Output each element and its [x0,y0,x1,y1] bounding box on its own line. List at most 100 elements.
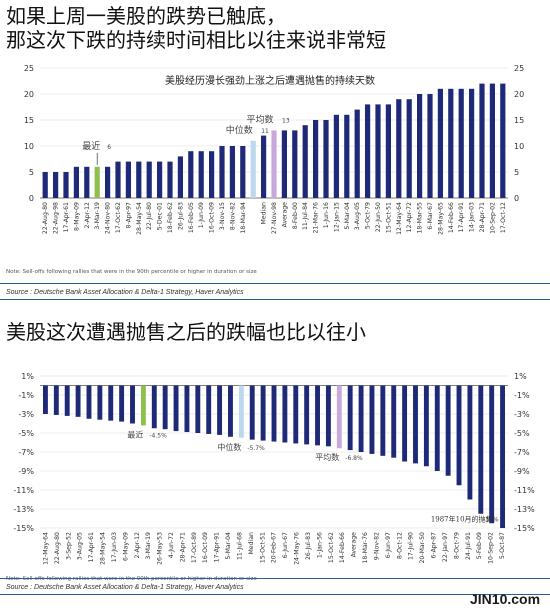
y-tick-label-right: -7% [514,448,530,457]
x-tick-label: 2-Apr-12 [134,532,141,559]
y-tick-label-left: -15% [13,524,34,533]
decline-chart: 1% 1% -1% -1% -3% -3% -5% -5% -7% -7% -9% -9% -11% -1… [0,366,550,598]
divider-line [0,283,550,284]
bar [292,130,298,198]
source-note: Source : Deutsche Bank Asset Allocation … [6,289,244,296]
bar [458,88,464,198]
bar [184,385,190,433]
x-tick-label: 17-Oct-89 [191,532,198,563]
x-tick-label: 21-Mar-76 [313,202,320,234]
bar [198,151,204,198]
bar [136,161,142,198]
x-tick-label: 10-Sep-02 [489,202,496,234]
bar [75,385,81,417]
x-tick-label: 12-May-64 [42,532,49,565]
bar [406,99,412,198]
bar [209,151,215,198]
x-tick-label: 17-Apr-91 [458,202,465,232]
bar [358,385,364,452]
bar [271,130,277,198]
bar [157,161,163,198]
bar [427,94,433,198]
y-tick-label-left: 0 [29,194,34,203]
bar [489,83,495,198]
highlight-label: 中位数 [217,442,241,452]
bar [219,146,225,198]
bar [177,156,183,198]
y-tick-label-right: 15 [514,116,524,125]
x-tick-label: 6-May-09 [122,532,129,561]
x-tick-label: 5-Oct-87 [499,532,506,559]
bar [151,385,157,429]
highlight-label: 中位数 [226,124,253,136]
bar [391,385,397,458]
duration-chart: 0 0 5 5 10 10 15 15 20 20 25 25 美股经历漫长强劲上涨之后遭遇抛售的持续天… [0,56,550,302]
y-tick-label-right: 5 [514,168,519,177]
bar [42,172,48,198]
x-tick-label: 14-Jan-03 [469,202,476,232]
y-tick-label-right: -11% [514,486,535,495]
y-tick-label-right: 25 [514,64,524,73]
x-tick-label: 18-Mar-55 [417,202,424,234]
chart-title: 美股经历漫长强劲上涨之后遭遇抛售的持续天数 [165,74,375,87]
bar [313,120,319,198]
bar [115,161,121,198]
x-tick-label: 1-Jan-56 [316,532,323,558]
x-tick-label: 17-Apr-61 [88,532,95,562]
bar [304,385,310,445]
x-tick-label: 14-Feb-66 [339,532,346,563]
highlight-value: -32% [483,516,499,523]
x-tick-label: 12-Jan-15 [333,202,340,232]
x-tick-label: 26-Jul-83 [177,202,184,230]
x-tick-label: 28-Apr-71 [479,202,486,232]
x-tick-label: 26-May-53 [157,532,164,565]
bar [228,385,233,437]
x-tick-label: Average [351,532,358,558]
y-tick-label-right: 20 [514,90,524,99]
x-tick-label: 22-Aug-98 [53,202,60,234]
y-tick-label-left: 25 [24,64,34,73]
bar [250,140,256,198]
bar [282,385,288,443]
bar [369,385,375,454]
x-tick-label: Median [261,202,268,225]
highlight-value: 11 [261,128,269,135]
divider-line [0,594,550,595]
x-tick-label: 24-Jul-91 [465,532,472,560]
highlight-value: -5.7% [247,445,265,452]
x-tick-label: 4-Jun-72 [168,532,175,558]
y-tick-label-left: -3% [18,410,34,419]
decline-chart-svg: 1% 1% -1% -1% -3% -3% -5% -5% -7% -7% -9% -9% -11% -1… [6,372,535,582]
x-tick-label: 22-Jan-97 [442,532,449,562]
x-tick-label: 15-Oct-51 [259,532,266,563]
x-tick-label: 18-Mar-94 [240,202,247,234]
watermark-text: JIN10.com [470,591,541,607]
y-tick-label-right: 1% [514,372,527,381]
bar [281,130,287,198]
bar [396,99,402,198]
duration-chart-svg: 0 0 5 5 10 10 15 15 20 20 25 25 美股经历漫长强劲上涨之后遭遇抛售的持续天… [6,64,524,275]
bar [445,385,451,476]
bar [347,385,353,451]
x-tick-label: 15-Oct-62 [328,532,335,563]
bar [229,146,235,198]
x-tick-label: 22-Aug-80 [54,532,61,564]
bar [97,385,103,420]
y-tick-label-right: -9% [514,467,530,476]
bar [125,161,131,198]
y-tick-label-right: 0 [514,194,519,203]
x-tick-label: 27-Nov-98 [271,202,278,234]
bar [448,88,454,198]
x-tick-label: 10-Sep-02 [488,532,495,564]
highlight-value: 13 [282,117,290,124]
bar [417,94,423,198]
x-tick-label: 16-Oct-09 [209,202,216,233]
bar [238,385,244,438]
x-tick-label: 16-Oct-09 [202,532,209,563]
x-tick-label: 12-Apr-72 [406,202,413,232]
x-tick-label: 17-Jul-90 [408,532,415,560]
bar [217,385,223,435]
y-tick-label-left: -13% [13,505,34,514]
x-tick-label: 18-Feb-62 [167,202,174,233]
bar [64,385,70,416]
